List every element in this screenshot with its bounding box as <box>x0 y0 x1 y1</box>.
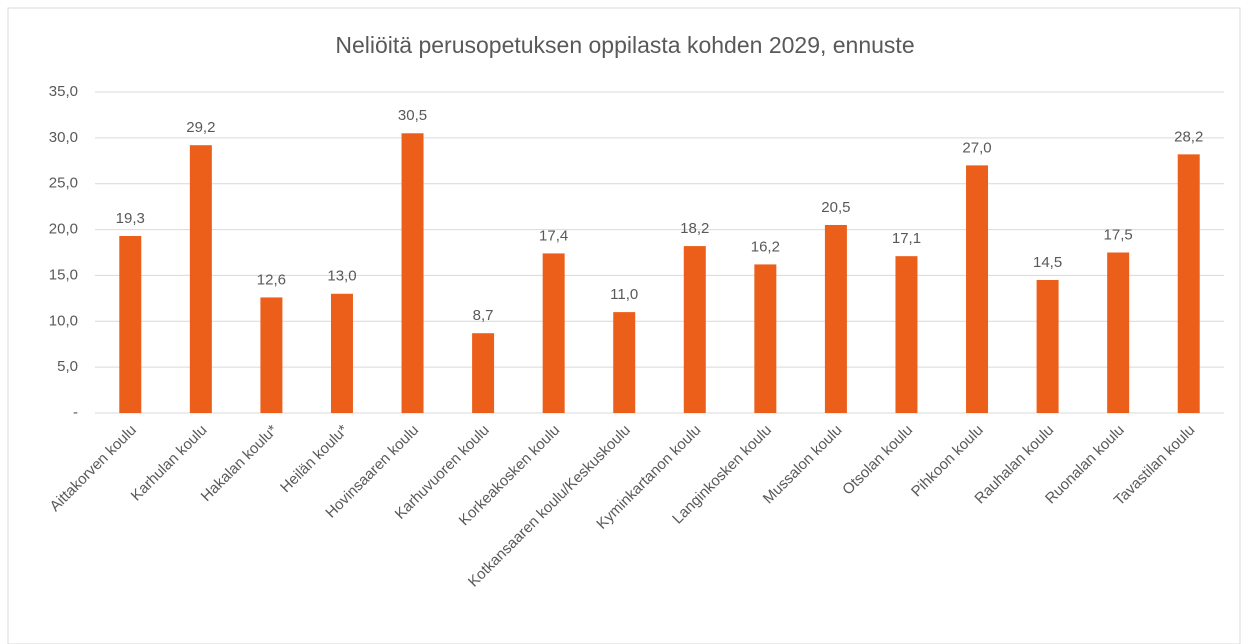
value-label: 14,5 <box>1033 254 1062 271</box>
bar <box>966 165 989 413</box>
bar <box>401 133 424 413</box>
bar <box>683 246 706 413</box>
value-label: 18,2 <box>680 220 709 237</box>
value-label: 19,3 <box>116 210 145 227</box>
value-label: 30,5 <box>398 107 427 124</box>
bar <box>189 145 212 414</box>
value-label: 16,2 <box>751 238 780 255</box>
bar <box>260 297 283 413</box>
y-tick-label: 25,0 <box>49 175 78 192</box>
value-label: 11,0 <box>610 286 638 303</box>
value-label: 12,6 <box>257 271 286 288</box>
bar <box>472 333 495 413</box>
y-tick-label: 20,0 <box>49 221 78 238</box>
bar <box>1107 252 1130 413</box>
bar <box>542 253 565 413</box>
value-label: 20,5 <box>821 199 850 216</box>
y-tick-label: - <box>73 404 78 421</box>
y-tick-label: 10,0 <box>49 312 78 329</box>
value-label: 8,7 <box>473 307 494 324</box>
y-tick-label: 5,0 <box>57 358 78 375</box>
bar <box>754 264 777 413</box>
value-label: 13,0 <box>327 268 356 285</box>
value-label: 27,0 <box>962 139 991 156</box>
bar <box>330 293 353 413</box>
value-label: 29,2 <box>186 119 215 136</box>
y-tick-label: 15,0 <box>49 266 78 283</box>
value-label: 17,1 <box>892 230 921 247</box>
y-tick-label: 35,0 <box>49 83 78 100</box>
value-label: 28,2 <box>1174 128 1203 145</box>
chart-title: Neliöitä perusopetuksen oppilasta kohden… <box>335 32 914 58</box>
bar <box>824 224 847 413</box>
bar <box>613 312 636 413</box>
bar <box>119 235 142 413</box>
value-label: 17,4 <box>539 227 568 244</box>
bar <box>1036 280 1059 413</box>
value-label: 17,5 <box>1104 226 1133 243</box>
bar <box>1177 154 1200 413</box>
bar <box>895 256 918 413</box>
y-tick-label: 30,0 <box>49 129 78 146</box>
